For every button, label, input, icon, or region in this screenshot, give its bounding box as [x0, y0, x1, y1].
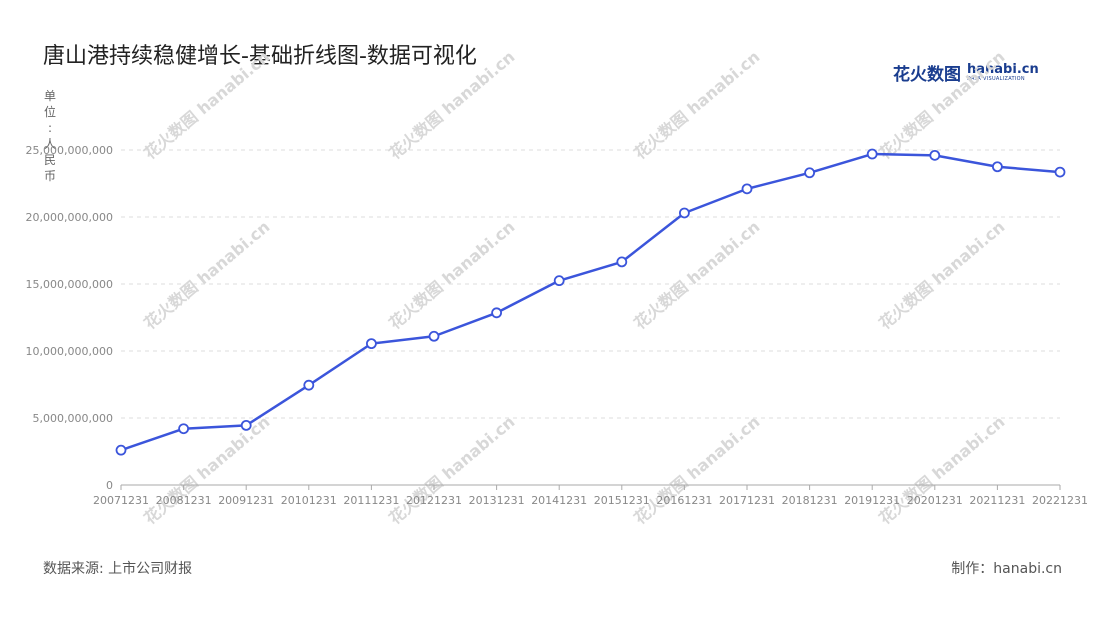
data-point-15 [1054, 166, 1066, 178]
data-point-7 [553, 275, 565, 287]
watermark-7: 花火数图 hanabi.cn [875, 217, 1008, 333]
x-tick-label-7: 20141231 [531, 494, 587, 507]
x-tick-label-14: 20211231 [969, 494, 1025, 507]
data-point-6 [491, 307, 503, 319]
x-tick-label-0: 20071231 [93, 494, 149, 507]
data-point-4 [365, 338, 377, 350]
data-point-9 [679, 207, 690, 219]
x-tick-label-8: 20151231 [594, 494, 650, 507]
watermark-11: 花火数图 hanabi.cn [875, 412, 1008, 528]
x-tick-label-5: 20121231 [406, 494, 462, 507]
series-line [120, 152, 1061, 452]
data-point-3 [303, 379, 315, 391]
x-tick-label-10: 20171231 [719, 494, 775, 507]
logo-en-block: hanabi.cn DATA VISUALIZATION [967, 63, 1039, 82]
watermark-3: 花火数图 hanabi.cn [875, 47, 1008, 163]
watermark-4: 花火数图 hanabi.cn [140, 217, 273, 333]
y-tick-label-1: 5,000,000,000 [33, 412, 113, 425]
x-tick-label-9: 20161231 [656, 494, 712, 507]
data-point-2 [240, 419, 252, 431]
data-source: 数据来源: 上市公司财报 [43, 561, 193, 577]
y-axis-unit-label: 单位:人民币 [44, 89, 57, 183]
data-point-0 [115, 444, 127, 456]
data-point-12 [866, 148, 878, 160]
x-tick-label-4: 20111231 [343, 494, 399, 507]
y-tick-label-3: 15,000,000,000 [26, 278, 113, 291]
y-tick-label-0: 0 [106, 479, 113, 492]
credit: 制作：hanabi.cn [951, 561, 1062, 577]
watermark-2: 花火数图 hanabi.cn [630, 47, 763, 163]
watermark-8: 花火数图 hanabi.cn [140, 412, 273, 528]
x-tick-label-15: 20221231 [1032, 494, 1088, 507]
data-point-5 [428, 330, 440, 342]
x-tick-label-6: 20131231 [469, 494, 525, 507]
x-tick-label-12: 20191231 [844, 494, 900, 507]
watermark-6: 花火数图 hanabi.cn [630, 217, 763, 333]
data-point-10 [741, 183, 753, 195]
y-tick-label-4: 20,000,000,000 [26, 211, 113, 224]
x-tick-label-13: 20201231 [907, 494, 963, 507]
chart-title: 唐山港持续稳健增长-基础折线图-数据可视化 [43, 44, 477, 69]
data-point-11 [804, 167, 815, 179]
brand-logo: 花火数图 hanabi.cn DATA VISUALIZATION [893, 60, 1039, 85]
logo-sub-text: DATA VISUALIZATION [967, 76, 1025, 82]
logo-en-text: hanabi.cn [967, 62, 1039, 77]
logo-cn-text: 花火数图 [893, 65, 961, 85]
data-point-1 [178, 423, 190, 435]
data-point-14 [992, 161, 1003, 173]
y-tick-label-2: 10,000,000,000 [26, 345, 113, 358]
y-tick-label-5: 25,000,000,000 [26, 144, 113, 157]
x-tick-label-1: 20081231 [156, 494, 212, 507]
x-tick-label-2: 20091231 [218, 494, 274, 507]
watermark-1: 花火数图 hanabi.cn [385, 47, 518, 163]
watermark-10: 花火数图 hanabi.cn [630, 412, 763, 528]
x-tick-label-3: 20101231 [281, 494, 337, 507]
data-point-8 [616, 256, 628, 268]
x-tick-label-11: 20181231 [782, 494, 838, 507]
watermark-9: 花火数图 hanabi.cn [385, 412, 518, 528]
data-point-13 [929, 149, 941, 161]
watermark-0: 花火数图 hanabi.cn [140, 47, 273, 163]
